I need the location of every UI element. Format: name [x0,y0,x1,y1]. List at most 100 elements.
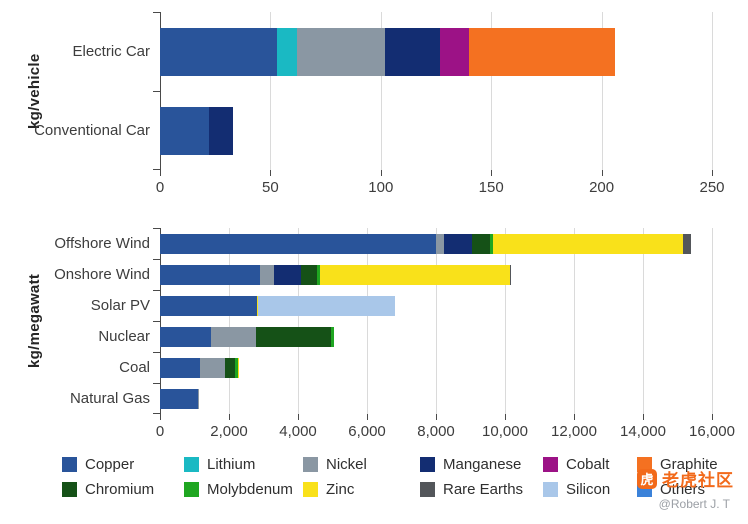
bar-conventional-car [160,106,712,155]
legend-item-silicon: Silicon [543,481,637,498]
segment-copper [160,326,211,347]
segment-zinc [320,264,511,285]
legend-row: Chromium Molybdenum Zinc Rare Earths Silicon… [62,477,734,502]
tiger-icon: 虎 [637,468,657,489]
x-tick-label: 4,000 [279,423,317,440]
y-tick-mark [153,91,160,92]
category-label-natural-gas: Natural Gas [69,390,150,407]
y-tick-mark [153,383,160,384]
x-tick-label: 0 [155,179,165,196]
gridline [298,228,299,414]
x-tick-label: 14,000 [620,423,666,440]
x-tick-mark [491,170,493,176]
legend-swatch-lithium [184,457,199,472]
segment-manganese [444,233,472,254]
x-tick-mark [643,414,644,420]
segment-copper [160,106,209,155]
x-tick-label: 6,000 [348,423,386,440]
category-label-solar-pv: Solar PV [90,297,150,314]
bar-electric-car [160,27,712,76]
y-tick-mark [153,169,160,170]
segment-silicon [258,295,395,316]
legend-label-cobalt: Cobalt [566,456,610,473]
gridline [712,228,713,414]
legend-label-graphite: Graphite [660,456,718,473]
legend-swatch-zinc [303,482,318,497]
bar-coal [160,357,712,378]
legend-label-zinc: Zinc [326,481,355,498]
legend-label-copper: Copper [85,456,135,473]
y-axis-line [160,228,161,414]
legend-item-nickel: Nickel [303,456,420,473]
x-tick-label: 150 [478,179,504,196]
segment-zinc [493,233,684,254]
x-tick-label: 16,000 [689,423,735,440]
bar-onshore-wind [160,264,712,285]
segment-molybdenum [235,357,238,378]
x-tick-mark [712,170,713,176]
segment-chromium [471,233,490,254]
x-tick-mark [505,414,506,420]
legend-row: Copper Lithium Nickel Manganese Cobalt Graphi… [62,452,734,477]
watermark-credit: @Robert J. T [658,497,730,511]
power-minerals-chart: kg/megawatt Offshore Wind Onshore Wind Sol… [0,228,748,454]
category-label-offshore-wind: Offshore Wind [54,235,150,252]
watermark: 虎 老虎社区 [637,466,734,491]
legend-label-rare-earths: Rare Earths [443,481,524,498]
x-tick-mark [712,414,713,420]
legend-item-lithium: Lithium [184,456,303,473]
segment-copper [160,233,436,254]
legend-label-others: Others [660,481,706,498]
plot-area [153,12,713,170]
segment-zinc [257,295,259,316]
legend-label-molybdenum: Molybdenum [207,481,293,498]
vehicle-minerals-chart: kg/vehicle Electric Car Conventional Car … [0,12,748,212]
x-tick-label: 100 [368,179,394,196]
legend-label-silicon: Silicon [566,481,611,498]
x-axis: 0 2,000 4,000 6,000 8,000 10,000 12,000 14,000 1… [156,414,735,448]
legend-swatch-copper [62,457,77,472]
x-tick-mark [229,414,230,420]
gridline [491,12,493,170]
y-tick-mark [153,321,160,322]
y-tick-mark [153,352,160,353]
segment-lithium [277,27,297,76]
watermark-brand: 老虎社区 [662,471,734,490]
y-axis-line [160,12,161,170]
segment-copper [160,295,258,316]
gridline [270,12,272,170]
gridline [229,228,230,414]
legend-swatch-chromium [62,482,77,497]
gridline [643,228,644,414]
gridline [367,228,368,414]
segment-chromium [224,357,236,378]
legend-swatch-cobalt [543,457,558,472]
x-tick-mark [380,170,382,176]
segment-nickel [197,388,199,409]
x-tick-mark [367,414,368,420]
x-tick-label: 50 [262,179,279,196]
y-tick-mark [153,259,160,260]
segment-chromium [300,264,317,285]
gridline [436,228,437,414]
x-tick-label: 0 [155,423,165,440]
legend-item-cobalt: Cobalt [543,456,637,473]
category-label-onshore-wind: Onshore Wind [54,266,150,283]
segment-nickel [260,264,274,285]
segment-manganese [385,27,441,76]
segment-zinc [237,357,239,378]
segment-copper [160,264,261,285]
segment-graphite [469,27,615,76]
y-tick-mark [153,290,160,291]
bar-nuclear [160,326,712,347]
legend-item-molybdenum: Molybdenum [184,481,303,498]
category-label-conventional-car: Conventional Car [34,122,150,139]
segment-cobalt [440,27,470,76]
gridline [601,12,603,170]
x-tick-label: 12,000 [551,423,597,440]
legend-swatch-manganese [420,457,435,472]
plot-area [153,228,713,414]
x-tick-label: 10,000 [482,423,528,440]
gridline [380,12,382,170]
